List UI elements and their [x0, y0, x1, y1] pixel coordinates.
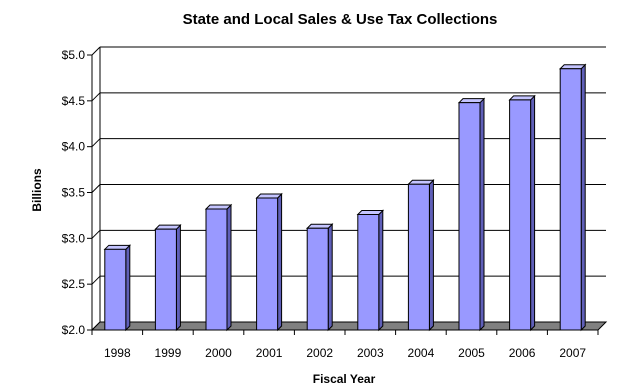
bar-front	[407, 183, 430, 331]
gridlines	[91, 46, 606, 331]
bars	[103, 63, 587, 332]
bar-front	[306, 227, 329, 331]
gridline-connector	[91, 184, 101, 193]
bar-1999	[154, 223, 182, 332]
x-tick-label: 2002	[306, 346, 333, 360]
bar-side	[580, 63, 586, 332]
bar-side	[277, 192, 283, 332]
y-tick-label: $3.0	[62, 231, 86, 245]
x-tick-label: 2004	[408, 346, 435, 360]
bar-2006	[508, 94, 536, 332]
y-tick-label: $4.5	[62, 94, 86, 108]
bar-front	[357, 214, 380, 331]
y-tick-label: $2.0	[62, 323, 86, 337]
x-tick-label: 1999	[155, 346, 182, 360]
bar-front	[205, 208, 228, 331]
bar-top	[356, 210, 385, 215]
bar-side	[479, 97, 485, 332]
bar-2003	[356, 209, 385, 332]
bar-front	[458, 102, 481, 331]
bar-front	[559, 68, 582, 331]
bar-top	[305, 223, 334, 229]
x-tick-label: 2000	[205, 346, 232, 360]
bar-side	[175, 223, 181, 332]
bar-top	[558, 64, 587, 70]
y-axis-label: Billions	[30, 168, 44, 212]
bar-2005	[457, 97, 486, 332]
x-tick-label: 2007	[559, 346, 586, 360]
bar-top	[103, 244, 132, 250]
gridline-connector	[91, 275, 101, 285]
bar-side	[327, 223, 333, 332]
bar-front	[509, 99, 532, 331]
bar-top	[204, 204, 233, 210]
x-tick-label: 2005	[458, 346, 485, 360]
bar-top	[154, 224, 182, 230]
bar-top	[508, 95, 536, 101]
x-tick-label: 2003	[357, 346, 384, 360]
bar-2001	[255, 192, 283, 332]
chart-title: State and Local Sales & Use Tax Collecti…	[183, 11, 498, 28]
gridline-connector	[91, 46, 101, 56]
gridline-connector	[91, 229, 101, 239]
y-tick-labels: $2.0 $2.5 $3.0 $3.5 $4.0 $4.5 $5.0	[62, 48, 86, 337]
bar-2004	[407, 179, 435, 332]
bar-side	[428, 179, 434, 332]
gridline-connector	[91, 92, 101, 102]
bar-side	[125, 244, 131, 332]
bar-top	[457, 98, 486, 104]
bar-2000	[204, 203, 233, 332]
bar-front	[104, 248, 127, 331]
x-tick-label: 2006	[509, 346, 536, 360]
x-axis-label: Fiscal Year	[313, 372, 376, 386]
bar-side	[530, 94, 536, 332]
x-tick-labels: 1998 1999 2000 2001 2002 2003 2004 2005 2006 2007	[104, 346, 586, 360]
bar-side	[378, 209, 384, 332]
bar-2002	[305, 223, 334, 332]
bar-2007	[558, 63, 587, 332]
y-tick-label: $4.0	[62, 140, 86, 154]
gridline-connector	[91, 138, 101, 148]
y-tick-label: $5.0	[62, 48, 86, 62]
bar-top	[407, 179, 435, 185]
y-tick-label: $2.5	[62, 277, 86, 291]
bar-1998	[103, 244, 132, 332]
bar-side	[226, 203, 232, 332]
bar-top	[255, 193, 283, 199]
x-tick-label: 1998	[104, 346, 131, 360]
y-tick-label: $3.5	[62, 186, 86, 200]
bar-front	[154, 228, 177, 331]
x-tick-label: 2001	[256, 346, 283, 360]
bar-front	[256, 197, 279, 331]
